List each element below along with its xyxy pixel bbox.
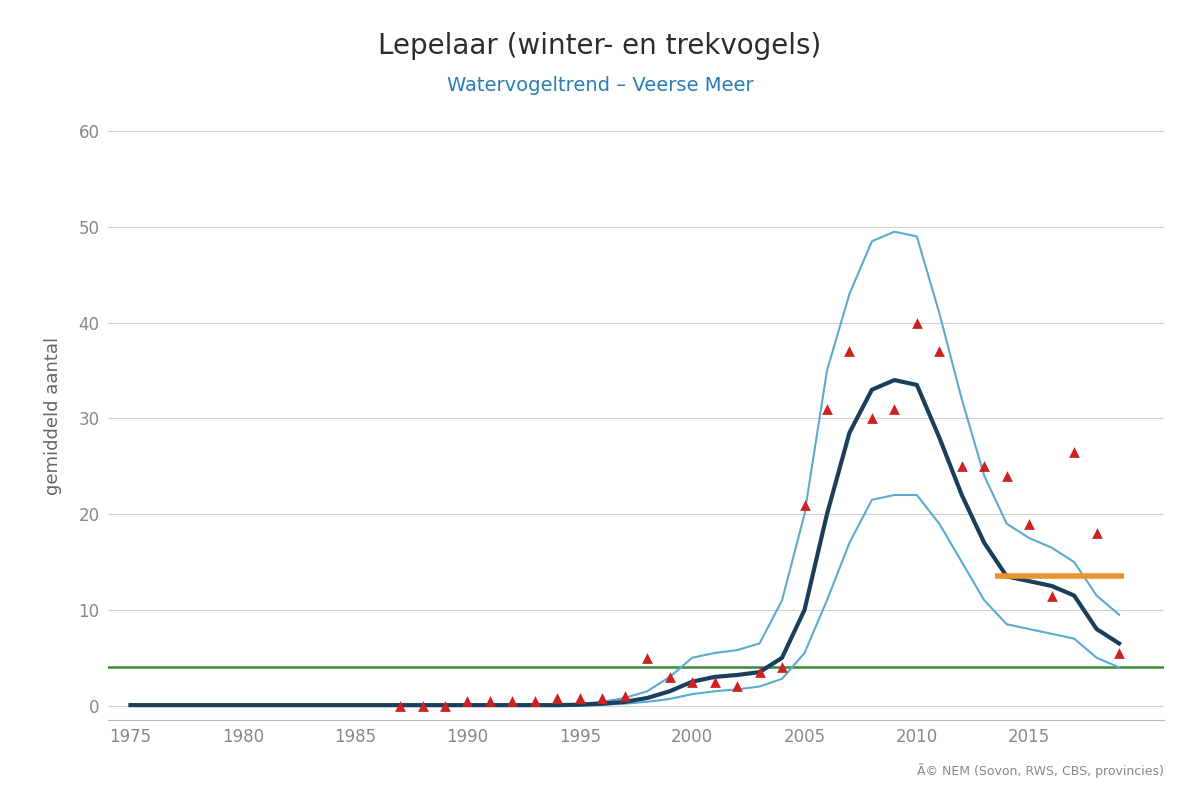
Point	[547, 691, 566, 704]
Point	[503, 694, 522, 707]
Point	[773, 661, 792, 674]
Point	[593, 691, 612, 704]
Point	[1020, 518, 1039, 530]
Point	[817, 402, 836, 415]
Point	[436, 699, 455, 712]
Point	[570, 691, 589, 704]
Point	[907, 316, 926, 329]
Point	[637, 651, 656, 664]
Point	[480, 694, 499, 707]
Point	[794, 498, 814, 511]
Point	[660, 670, 679, 683]
Point	[1087, 527, 1106, 540]
Point	[1042, 589, 1061, 602]
Point	[863, 412, 882, 425]
Point	[526, 694, 545, 707]
Point	[974, 460, 994, 473]
Point	[884, 402, 904, 415]
Y-axis label: gemiddeld aantal: gemiddeld aantal	[44, 337, 62, 495]
Point	[727, 680, 746, 693]
Point	[1064, 446, 1084, 458]
Point	[997, 470, 1016, 482]
Point	[413, 699, 432, 712]
Text: Watervogeltrend – Veerse Meer: Watervogeltrend – Veerse Meer	[446, 76, 754, 95]
Point	[458, 694, 478, 707]
Point	[1110, 646, 1129, 659]
Point	[952, 460, 971, 473]
Point	[750, 666, 769, 678]
Point	[706, 675, 725, 688]
Point	[616, 690, 635, 702]
Point	[390, 699, 409, 712]
Text: Ã© NEM (Sovon, RWS, CBS, provincies): Ã© NEM (Sovon, RWS, CBS, provincies)	[917, 762, 1164, 778]
Point	[930, 345, 949, 358]
Text: Lepelaar (winter- en trekvogels): Lepelaar (winter- en trekvogels)	[378, 32, 822, 60]
Point	[683, 675, 702, 688]
Point	[840, 345, 859, 358]
